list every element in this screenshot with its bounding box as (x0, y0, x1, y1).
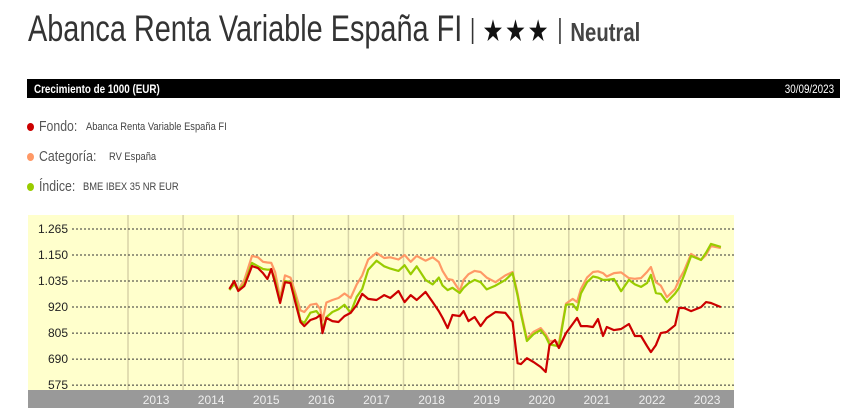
legend-fondo: Fondo: Abanca Renta Variable España FI (27, 118, 251, 138)
legend-key: Categoría: (39, 148, 97, 166)
x-tick-label: 2020 (528, 393, 555, 407)
page-title: Abanca Renta Variable España FI ★★★ Neutra… (28, 8, 640, 50)
divider (559, 18, 562, 45)
analyst-rating: Neutral (570, 17, 641, 47)
legend-key: Fondo: (39, 118, 78, 136)
legend-dot-icon (27, 152, 34, 161)
legend-value: Abanca Renta Variable España FI (85, 120, 227, 133)
y-tick-label: 805 (48, 326, 68, 340)
x-tick-label: 2016 (308, 393, 335, 407)
x-tick-label: 2022 (639, 393, 666, 407)
x-axis-bar (28, 390, 734, 408)
x-tick-label: 2015 (253, 393, 280, 407)
series-line-fondo (228, 264, 722, 374)
legend-indice: Índice: BME IBEX 35 NR EUR (27, 178, 196, 198)
x-tick-label: 2021 (583, 393, 610, 407)
x-tick-label: 2023 (694, 393, 721, 407)
legend-dot-icon (27, 122, 34, 131)
legend-value: RV España (109, 150, 157, 163)
y-tick-label: 1.035 (38, 274, 68, 288)
x-tick-label: 2013 (143, 393, 170, 407)
growth-chart: 2013 2014 2015 2016 2017 2018 2019 2020 2021 2022… (28, 215, 734, 408)
y-tick-label: 1.150 (38, 248, 68, 262)
x-tick-label: 2014 (198, 393, 225, 407)
legend-value: BME IBEX 35 NR EUR (83, 180, 179, 193)
series-line-categoría (228, 244, 722, 345)
divider (471, 18, 474, 45)
chart-date: 30/09/2023 (784, 82, 834, 96)
x-tick-label: 2017 (363, 393, 390, 407)
legend-categoria: Categoría: RV España (27, 148, 165, 168)
y-tick-label: 920 (48, 300, 68, 314)
legend-key: Índice: (39, 178, 76, 196)
legend-dot-icon (27, 182, 34, 191)
fund-name: Abanca Renta Variable España FI (28, 8, 463, 49)
plot-background (28, 215, 734, 390)
y-tick-label: 690 (48, 352, 68, 366)
chart-title: Crecimiento de 1000 (EUR) (34, 82, 160, 96)
x-tick-label: 2018 (418, 393, 445, 407)
chart-header-bar: Crecimiento de 1000 (EUR) 30/09/2023 (27, 79, 840, 98)
star-rating: ★★★ (482, 15, 551, 48)
x-tick-label: 2019 (473, 393, 500, 407)
y-tick-label: 1.265 (38, 222, 68, 236)
y-tick-label: 575 (48, 378, 68, 392)
